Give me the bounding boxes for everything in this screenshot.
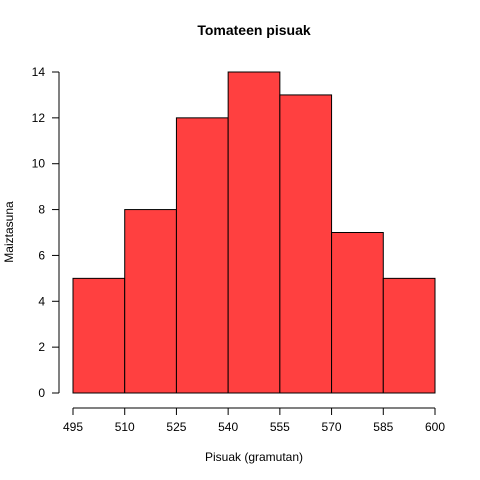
y-tick-label: 8 [38,203,45,217]
histogram-bar [124,209,177,394]
histogram-bar [279,94,333,394]
x-axis: 495 510 525 540 555 570 585 600 [63,407,445,434]
x-axis-label: Pisuak (gramutan) [205,450,303,464]
y-axis: 0 2 4 6 8 10 12 14 [32,65,60,400]
y-tick-label: 12 [32,111,46,125]
x-tick-label: 570 [322,420,342,434]
x-tick-label: 555 [270,420,290,434]
y-tick-label: 2 [38,340,45,354]
x-tick-label: 525 [166,420,186,434]
histogram-bar [175,117,229,394]
y-axis-label: Maiztasuna [2,201,16,263]
histogram-bar [72,277,126,394]
histogram-bar [227,71,281,394]
bars-group [72,71,436,394]
y-tick-label: 10 [32,157,46,171]
x-tick-label: 540 [218,420,238,434]
y-tick-label: 14 [32,65,46,79]
x-tick-label: 495 [63,420,83,434]
x-tick-label: 510 [115,420,135,434]
x-tick-label: 600 [425,420,445,434]
y-tick-label: 6 [38,248,45,262]
chart-title: Tomateen pisuak [197,22,311,38]
histogram-bar [331,232,384,394]
y-tick-label: 4 [38,294,45,308]
y-tick-label: 0 [38,386,45,400]
x-tick-label: 585 [373,420,393,434]
histogram-bar [382,277,436,394]
